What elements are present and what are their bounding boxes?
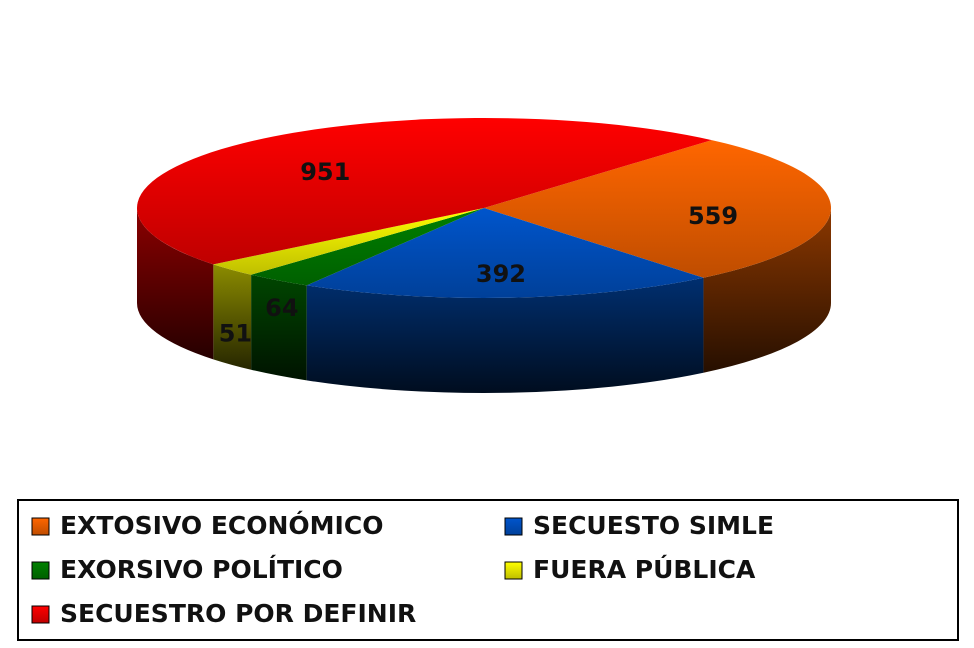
pie-sides bbox=[137, 208, 831, 394]
pie-tops bbox=[137, 118, 831, 299]
legend-label: EXORSIVO POLÍTICO bbox=[60, 555, 343, 584]
pie-slice bbox=[306, 208, 704, 299]
data-label: 951 bbox=[300, 158, 350, 186]
slice-side bbox=[137, 208, 214, 360]
data-label: 51 bbox=[219, 319, 252, 347]
legend-label: SECUESTRO POR DEFINIR bbox=[60, 599, 416, 628]
legend: EXTOSIVO ECONÓMICO SECUESTO SIMLE EXORSIVO… bbox=[31, 510, 774, 628]
slice-side bbox=[213, 264, 252, 370]
legend-swatch bbox=[31, 561, 50, 580]
legend-swatch bbox=[31, 605, 50, 624]
data-label: 392 bbox=[476, 260, 526, 288]
pie-slice bbox=[251, 208, 484, 286]
data-labels: 559 392 64 51 951 bbox=[219, 158, 738, 347]
data-label: 64 bbox=[265, 294, 298, 322]
slice-side bbox=[703, 208, 831, 373]
pie-slice bbox=[213, 208, 484, 275]
legend-box bbox=[17, 499, 959, 641]
legend-swatch bbox=[504, 561, 523, 580]
data-label: 559 bbox=[688, 202, 738, 230]
pie-slice bbox=[484, 140, 831, 278]
pie-slice bbox=[137, 118, 712, 265]
slice-side bbox=[251, 274, 307, 381]
legend-swatch bbox=[504, 517, 523, 536]
legend-swatch bbox=[31, 517, 50, 536]
legend-label: FUERA PÚBLICA bbox=[533, 554, 756, 584]
slice-side bbox=[306, 277, 704, 394]
legend-label: SECUESTO SIMLE bbox=[533, 511, 774, 540]
legend-label: EXTOSIVO ECONÓMICO bbox=[60, 510, 383, 540]
